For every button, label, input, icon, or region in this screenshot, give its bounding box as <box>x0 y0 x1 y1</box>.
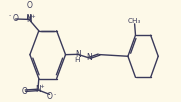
Text: N: N <box>35 85 41 94</box>
Text: N: N <box>26 15 32 24</box>
Text: +: + <box>39 84 44 89</box>
Text: O: O <box>22 87 28 96</box>
Text: -: - <box>9 13 11 18</box>
Text: H: H <box>75 57 80 63</box>
Text: +: + <box>30 14 35 19</box>
Text: CH₃: CH₃ <box>128 18 141 24</box>
Text: N: N <box>75 49 81 59</box>
Text: O: O <box>47 92 53 101</box>
Text: -: - <box>53 92 56 97</box>
Text: O: O <box>27 1 33 10</box>
Text: O: O <box>12 14 18 23</box>
Text: N: N <box>87 53 92 62</box>
